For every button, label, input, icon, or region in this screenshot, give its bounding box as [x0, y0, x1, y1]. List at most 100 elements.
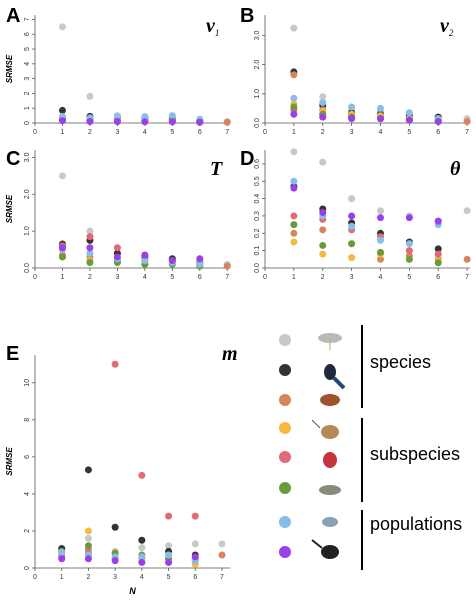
point — [223, 118, 231, 126]
point — [319, 250, 327, 258]
point — [319, 113, 327, 121]
y-tick-label: 6 — [24, 32, 31, 36]
point — [218, 540, 226, 548]
y-tick-label: 2.0 — [254, 60, 261, 70]
y-tick-label: 0.0 — [254, 263, 261, 273]
point — [348, 240, 356, 248]
y-tick-label: 0.2 — [254, 228, 261, 238]
point — [84, 534, 92, 542]
y-tick-label: 2.0 — [24, 189, 31, 199]
x-tick-label: 1 — [292, 129, 296, 136]
point — [196, 260, 204, 268]
point — [113, 244, 121, 252]
point — [58, 253, 66, 261]
point — [84, 542, 92, 550]
y-tick-label: 0 — [24, 566, 31, 570]
x-tick-label: 0 — [33, 274, 37, 281]
point — [191, 512, 199, 520]
point — [376, 207, 384, 215]
point — [191, 553, 199, 561]
y-tick-label: 8 — [24, 418, 31, 422]
legend-swatch — [279, 451, 291, 463]
legend-swatch — [279, 394, 291, 406]
panel-label: E — [6, 343, 19, 365]
legend-icons — [311, 333, 346, 559]
x-tick-label: 7 — [220, 574, 224, 581]
point — [348, 115, 356, 123]
point — [58, 106, 66, 114]
point — [290, 184, 298, 192]
x-tick-label: 3 — [350, 274, 354, 281]
symbol-sub: 2 — [449, 28, 454, 38]
point — [218, 551, 226, 559]
point — [138, 553, 146, 561]
x-tick-label: 7 — [225, 129, 229, 136]
x-tick-label: 7 — [225, 274, 229, 281]
x-tick-label: 0 — [263, 129, 267, 136]
point — [376, 236, 384, 244]
x-tick-label: 5 — [167, 574, 171, 581]
point — [84, 466, 92, 474]
point — [376, 104, 384, 112]
point — [84, 527, 92, 535]
panel-label: C — [6, 148, 20, 170]
legend-swatch — [279, 422, 291, 434]
x-tick-label: 5 — [407, 274, 411, 281]
point — [111, 523, 119, 531]
x-tick-label: 4 — [379, 129, 383, 136]
x-tick-label: 3 — [115, 129, 119, 136]
y-tick-label: 0.5 — [254, 176, 261, 186]
x-tick-label: 6 — [198, 129, 202, 136]
y-tick-label: 1 — [24, 106, 31, 110]
y-tick-label: 1.0 — [254, 89, 261, 99]
y-tick-label: 0.0 — [254, 118, 261, 128]
point — [290, 221, 298, 229]
y-axis-label: SRMSE — [5, 447, 14, 476]
point — [348, 195, 356, 203]
point — [405, 109, 413, 117]
point — [434, 250, 442, 258]
y-axis-label: SRMSE — [5, 194, 14, 223]
point — [319, 158, 327, 166]
point — [463, 255, 471, 263]
point — [290, 103, 298, 111]
point — [141, 251, 149, 259]
point — [58, 548, 66, 556]
point — [290, 110, 298, 118]
x-tick-label: 1 — [60, 574, 64, 581]
point — [58, 172, 66, 180]
point — [141, 118, 149, 126]
panel-label: D — [240, 148, 254, 170]
y-tick-label: 4 — [24, 62, 31, 66]
point — [86, 227, 94, 235]
x-tick-label: 7 — [465, 274, 469, 281]
symbol: ν2 — [440, 15, 454, 38]
point — [86, 233, 94, 241]
x-tick-label: 4 — [143, 129, 147, 136]
point — [463, 118, 471, 126]
y-tick-label: 7 — [24, 17, 31, 21]
point — [165, 512, 173, 520]
y-tick-label: 3.0 — [254, 30, 261, 40]
point — [165, 558, 173, 566]
x-tick-label: 2 — [86, 574, 90, 581]
x-tick-label: 4 — [379, 274, 383, 281]
point — [86, 118, 94, 126]
point — [141, 257, 149, 265]
x-tick-label: 0 — [33, 129, 37, 136]
symbol: m — [222, 343, 238, 365]
point — [290, 94, 298, 102]
x-tick-label: 2 — [321, 129, 325, 136]
y-tick-label: 0 — [24, 121, 31, 125]
point — [376, 255, 384, 263]
x-tick-label: 1 — [61, 274, 65, 281]
x-tick-label: 3 — [350, 129, 354, 136]
legend-swatch — [279, 364, 291, 376]
point — [165, 542, 173, 550]
symbol-main: T — [210, 158, 223, 180]
point — [376, 214, 384, 222]
x-tick-label: 4 — [140, 574, 144, 581]
x-tick-label: 0 — [33, 574, 37, 581]
y-tick-label: 1.0 — [24, 226, 31, 236]
y-tick-label: 3.0 — [24, 152, 31, 162]
